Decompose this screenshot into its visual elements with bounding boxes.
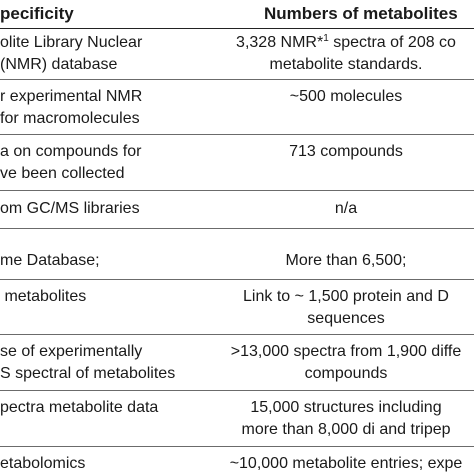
- row-5-specificity: me Database;: [0, 252, 100, 269]
- row-1-numbers-line-1: 3,328 NMR*1 spectra of 208 co: [236, 33, 456, 52]
- row-divider: [0, 390, 474, 391]
- row-3-specificity-line-1: a on compounds for: [0, 143, 142, 160]
- row-1-specificity-line-1: olite Library Nuclear: [0, 34, 143, 51]
- row-divider: [0, 446, 474, 447]
- row-7-specificity-line-2: S spectral of metabolites: [0, 365, 176, 382]
- row-8-numbers-line-1: 15,000 structures including: [250, 399, 442, 416]
- header-divider: [0, 28, 474, 29]
- row-divider: [0, 134, 474, 135]
- row-divider: [0, 279, 474, 280]
- row-4-specificity: om GC/MS libraries: [0, 200, 140, 217]
- row-6-numbers-line-2: sequences: [307, 310, 385, 327]
- row-7-specificity-line-1: se of experimentally: [0, 343, 143, 360]
- row-9-numbers: ~10,000 metabolite entries; expe: [229, 455, 463, 472]
- row-2-specificity-line-2: for macromolecules: [0, 110, 140, 127]
- row-divider: [0, 334, 474, 335]
- table-header: pecificity Numbers of metabolites: [0, 0, 474, 28]
- row-4-numbers: n/a: [334, 200, 358, 217]
- row-6-numbers-line-1: Link to ~ 1,500 protein and D: [243, 288, 449, 305]
- row-8-numbers-line-2: more than 8,000 di and tripep: [241, 421, 451, 438]
- row-1-numbers-line-2: metabolite standards.: [269, 56, 423, 73]
- row-divider: [0, 228, 474, 229]
- row-7-numbers-line-1: >13,000 spectra from 1,900 diffe: [230, 343, 462, 360]
- row-3-specificity-line-2: ve been collected: [0, 165, 125, 182]
- row-6-specificity: metabolites: [0, 288, 87, 305]
- row-2-numbers: ~500 molecules: [289, 88, 403, 105]
- row-divider: [0, 190, 474, 191]
- header-numbers-of-metabolites: Numbers of metabolites: [264, 4, 458, 23]
- row-9-specificity: etabolomics: [0, 455, 86, 472]
- row-divider: [0, 79, 474, 80]
- row-7-numbers-line-2: compounds: [304, 365, 388, 382]
- row-2-specificity-line-1: r experimental NMR: [0, 88, 143, 105]
- row-3-numbers: 713 compounds: [289, 143, 403, 160]
- row-8-specificity: pectra metabolite data: [0, 399, 159, 416]
- row-1-specificity-line-2: (NMR) database: [0, 56, 118, 73]
- header-specificity: pecificity: [0, 4, 74, 23]
- row-5-numbers: More than 6,500;: [285, 252, 407, 269]
